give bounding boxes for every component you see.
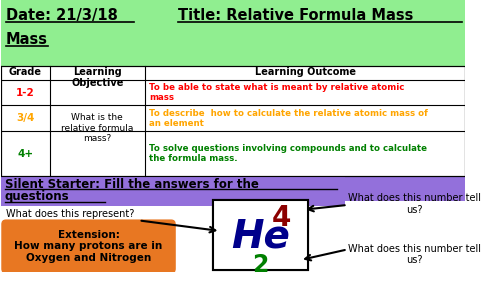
Text: What is the
relative formula
mass?: What is the relative formula mass? — [61, 113, 134, 143]
Text: Date: 21/3/18: Date: 21/3/18 — [6, 8, 118, 23]
Text: To describe  how to calculate the relative atomic mass of
an element: To describe how to calculate the relativ… — [149, 109, 427, 128]
Text: What does this number tell
us?: What does this number tell us? — [348, 244, 480, 265]
Text: 1-2: 1-2 — [16, 88, 35, 98]
Text: Grade: Grade — [9, 67, 42, 77]
Text: 4: 4 — [272, 204, 291, 232]
Text: 2: 2 — [252, 253, 268, 277]
Text: questions: questions — [5, 191, 70, 203]
Text: He: He — [231, 217, 290, 255]
Text: 4+: 4+ — [18, 149, 34, 159]
Text: Mass: Mass — [6, 32, 48, 47]
Text: Extension:
How many protons are in
Oxygen and Nitrogen: Extension: How many protons are in Oxyge… — [14, 230, 162, 263]
Text: What does this number tell
us?: What does this number tell us? — [348, 193, 480, 215]
FancyBboxPatch shape — [2, 219, 176, 274]
Text: Learning
Objective: Learning Objective — [71, 67, 124, 88]
Text: What does this represent?: What does this represent? — [6, 209, 134, 219]
FancyBboxPatch shape — [2, 66, 466, 176]
Text: To be able to state what is meant by relative atomic
mass: To be able to state what is meant by rel… — [149, 83, 404, 103]
FancyBboxPatch shape — [2, 176, 466, 201]
Text: Silent Starter: Fill the answers for the: Silent Starter: Fill the answers for the — [5, 178, 259, 191]
Text: To solve questions involving compounds and to calculate
the formula mass.: To solve questions involving compounds a… — [149, 144, 427, 163]
FancyBboxPatch shape — [2, 176, 344, 206]
FancyBboxPatch shape — [0, 0, 468, 70]
Text: Title: Relative Formula Mass: Title: Relative Formula Mass — [178, 8, 413, 23]
FancyBboxPatch shape — [213, 200, 308, 270]
Text: 3/4: 3/4 — [16, 114, 34, 123]
Text: Learning Outcome: Learning Outcome — [255, 67, 356, 77]
FancyBboxPatch shape — [213, 200, 308, 270]
